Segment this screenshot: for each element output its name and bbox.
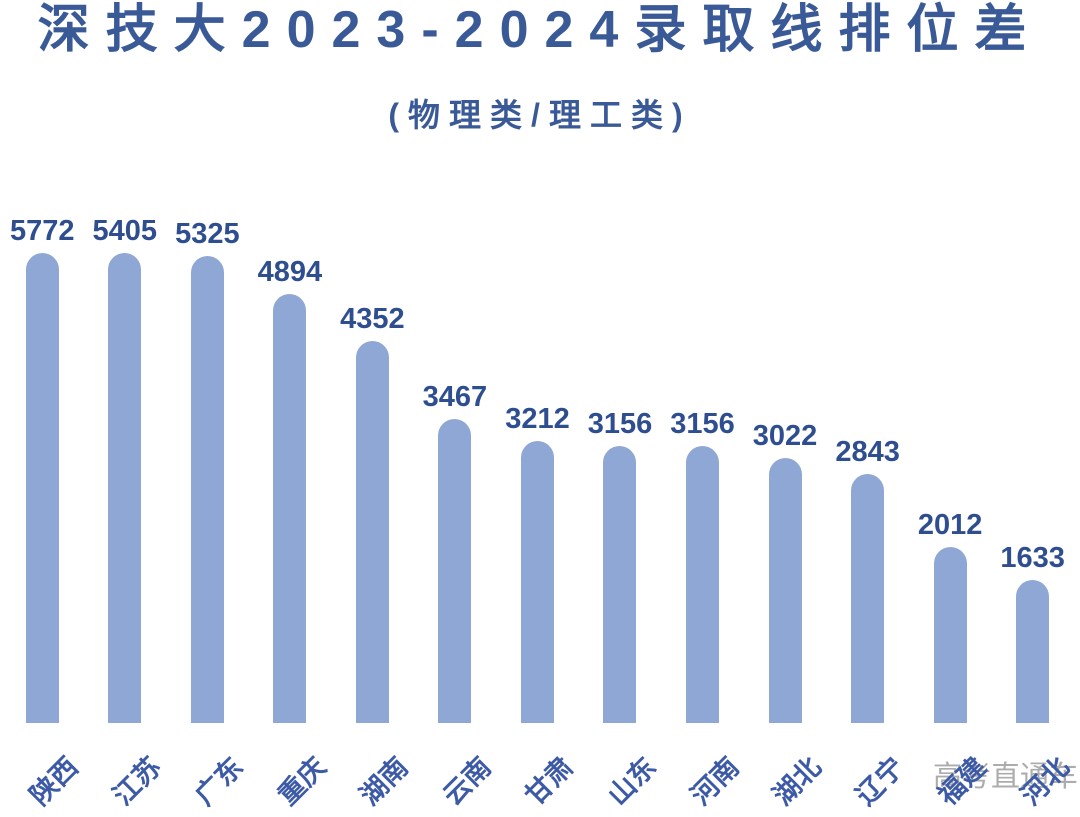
bars: 5772 5405 5325 4894 4352 3467 3212 3156 3156 3022… xyxy=(1,217,1074,723)
axis-label: 湖北 xyxy=(767,751,827,811)
bar-group: 2843 xyxy=(826,217,909,723)
axis-label-slot: 河北 xyxy=(991,723,1074,817)
bar-value-label: 3156 xyxy=(587,408,653,440)
axis-label: 福建 xyxy=(932,751,992,811)
axis-label-slot: 湖北 xyxy=(744,723,827,817)
axis-label: 辽宁 xyxy=(849,751,910,811)
watermark: 高考直通车 xyxy=(932,761,1078,793)
bar-value-label: 5405 xyxy=(92,215,158,247)
bar-group: 3467 xyxy=(414,217,497,723)
bar-group: 4894 xyxy=(249,217,332,723)
bar-group: 3212 xyxy=(496,217,579,723)
bar-value-label: 4352 xyxy=(340,303,405,335)
bar-value-label: 5325 xyxy=(175,218,240,250)
bar-12 xyxy=(933,547,967,723)
bar-group: 3022 xyxy=(744,217,827,723)
axis-label-slot: 山东 xyxy=(579,723,662,817)
bar-7 xyxy=(520,441,554,723)
axis-label: 河北 xyxy=(1015,751,1075,811)
axis-label: 河南 xyxy=(684,751,745,811)
axis-label: 云南 xyxy=(437,751,497,811)
chart-title: 深技大2023-2024录取线排位差 xyxy=(37,1,1043,59)
bar-4 xyxy=(273,294,307,723)
bar-1 xyxy=(25,253,59,723)
bar-value-label: 2012 xyxy=(917,509,983,541)
axis-label-slot: 广东 xyxy=(166,723,249,817)
bar-group: 5405 xyxy=(84,217,167,723)
bar-value-label: 1633 xyxy=(1000,542,1065,574)
bar-13 xyxy=(1016,580,1050,723)
bar-value-label: 2843 xyxy=(835,436,900,468)
axis-label-slot: 福建 xyxy=(909,723,992,817)
bar-group: 5772 xyxy=(1,217,84,723)
axis-label: 重庆 xyxy=(272,751,332,811)
axis-label: 广东 xyxy=(189,751,250,811)
axis-label-slot: 河南 xyxy=(661,723,744,817)
bar-group: 4352 xyxy=(331,217,414,723)
axis-label-slot: 湖南 xyxy=(331,723,414,817)
bar-value-label: 5772 xyxy=(10,215,75,247)
bar-group: 3156 xyxy=(579,217,662,723)
bar-value-label: 4894 xyxy=(257,256,323,288)
bar-group: 1633 xyxy=(991,217,1074,723)
axis-label: 甘肃 xyxy=(519,751,580,811)
bar-6 xyxy=(438,419,472,723)
bar-11 xyxy=(851,474,885,723)
bar-group: 5325 xyxy=(166,217,249,723)
bar-2 xyxy=(108,253,142,723)
bar-value-label: 3212 xyxy=(505,403,570,435)
axis-label-slot: 云南 xyxy=(414,723,497,817)
bar-9 xyxy=(686,446,720,723)
axis-label: 湖南 xyxy=(354,751,415,811)
axis-label-slot: 重庆 xyxy=(249,723,332,817)
axis-label: 山东 xyxy=(602,751,662,811)
axis-label: 江苏 xyxy=(107,751,167,811)
bar-value-label: 3467 xyxy=(422,381,488,413)
axis-label-slot: 江苏 xyxy=(84,723,167,817)
axis-label-slot: 辽宁 xyxy=(826,723,909,817)
chart-subtitle: (物理类/理工类) xyxy=(388,97,692,133)
axis-label-slot: 陕西 xyxy=(1,723,84,817)
bar-3 xyxy=(190,256,224,723)
bar-value-label: 3156 xyxy=(670,408,735,440)
axis-label: 陕西 xyxy=(24,751,85,811)
bar-5 xyxy=(355,341,389,723)
bar-10 xyxy=(768,458,802,723)
bar-group: 2012 xyxy=(909,217,992,723)
axis-label-slot: 甘肃 xyxy=(496,723,579,817)
x-axis-labels: 陕西 江苏 广东 重庆 湖南 云南 甘肃 山东 河南 湖北 辽宁 福建 河北 xyxy=(1,723,1075,817)
bar-value-label: 3022 xyxy=(752,420,818,452)
bar-8 xyxy=(603,446,637,723)
bar-group: 3156 xyxy=(661,217,744,723)
